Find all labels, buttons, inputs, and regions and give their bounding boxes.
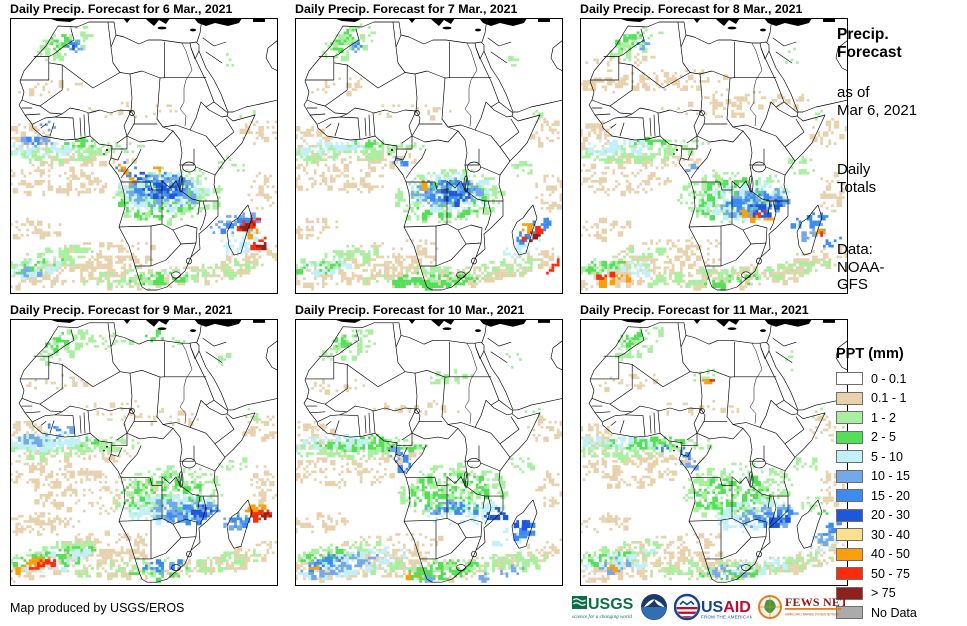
legend-label: 40 - 50 <box>871 547 910 562</box>
legend-row: 10 - 15 <box>836 467 964 487</box>
africa-precip-map <box>295 18 563 294</box>
map-panel-3: Daily Precip. Forecast for 8 Mar., 2021 <box>580 2 848 294</box>
usaid-wordmark-us: US <box>701 599 724 616</box>
legend-row: No Data <box>836 603 964 623</box>
legend-swatch <box>836 547 863 561</box>
usgs-wave-icon <box>572 596 587 609</box>
asof-label: as of <box>837 84 870 101</box>
usaid-tagline: FROM THE AMERICAN PEOPLE <box>701 615 752 620</box>
legend-swatch <box>836 606 863 620</box>
legend-row: > 75 <box>836 584 964 604</box>
legend-swatch <box>836 508 863 522</box>
usgs-tagline: science for a changing world <box>572 613 632 620</box>
legend-title: PPT (mm) <box>836 346 904 362</box>
legend-label: > 75 <box>871 586 896 601</box>
legend-label: 50 - 75 <box>871 566 910 581</box>
africa-precip-map <box>10 18 278 294</box>
legend-swatch <box>836 586 863 600</box>
legend-label: 1 - 2 <box>871 410 897 425</box>
legend-rows: 0 - 0.1 0.1 - 1 1 - 2 2 - 5 5 - 10 10 - 15 15 … <box>836 369 964 623</box>
map-panel-4: Daily Precip. Forecast for 9 Mar., 2021 <box>10 303 278 586</box>
legend-row: 0.1 - 1 <box>836 389 964 409</box>
panel-title: Daily Precip. Forecast for 6 Mar., 2021 <box>10 2 233 16</box>
legend-row: 50 - 75 <box>836 564 964 584</box>
data-source-line2: GFS <box>837 276 868 293</box>
africa-precip-map <box>580 319 848 586</box>
panel-title: Daily Precip. Forecast for 11 Mar., 2021 <box>580 303 809 317</box>
logo-bar: USGS science for a changing world USAID … <box>572 591 845 623</box>
map-panel-1: Daily Precip. Forecast for 6 Mar., 2021 <box>10 2 278 294</box>
panel-title: Daily Precip. Forecast for 7 Mar., 2021 <box>295 2 518 16</box>
legend-label: No Data <box>871 605 917 620</box>
legend-swatch <box>836 469 863 483</box>
panel-title: Daily Precip. Forecast for 9 Mar., 2021 <box>10 303 233 317</box>
sidebar-asof: as of Mar 6, 2021 <box>837 84 963 119</box>
legend-swatch <box>836 450 863 464</box>
usaid-wordmark-aid: AID <box>723 599 751 616</box>
legend-label: 15 - 20 <box>871 488 910 503</box>
sidebar-title-line2: Forecast <box>837 44 902 61</box>
legend-row: 5 - 10 <box>836 447 964 467</box>
noaa-seagull-icon <box>644 599 665 607</box>
legend-label: 5 - 10 <box>871 449 903 464</box>
panel-title: Daily Precip. Forecast for 8 Mar., 2021 <box>580 2 803 16</box>
precip-raster <box>11 26 277 291</box>
precip-raster <box>296 23 562 291</box>
sidebar-datasource: Data: NOAA- GFS <box>837 241 963 294</box>
legend-row: 20 - 30 <box>836 506 964 526</box>
africa-precip-map <box>10 319 278 586</box>
fewsnet-logo: FEWS NET FAMINE EARLY WARNING SYSTEMS NE… <box>758 595 845 619</box>
legend-swatch <box>836 430 863 444</box>
legend-swatch <box>836 528 863 542</box>
legend: PPT (mm) 0 - 0.1 0.1 - 1 1 - 2 2 - 5 5 - 10 1… <box>836 346 964 623</box>
legend-row: 40 - 50 <box>836 545 964 565</box>
legend-row: 30 - 40 <box>836 525 964 545</box>
legend-swatch <box>836 567 863 581</box>
data-label: Data: <box>837 241 873 258</box>
panel-title: Daily Precip. Forecast for 10 Mar., 2021 <box>295 303 525 317</box>
legend-row: 1 - 2 <box>836 408 964 428</box>
legend-label: 10 - 15 <box>871 469 910 484</box>
legend-swatch <box>836 391 863 405</box>
sidebar-title: Precip. Forecast <box>837 26 963 62</box>
africa-precip-map <box>295 319 563 586</box>
fews-wordmark: FEWS NET <box>785 595 845 609</box>
precip-raster <box>581 26 847 291</box>
usaid-logo: USAID FROM THE AMERICAN PEOPLE <box>674 593 752 621</box>
map-panel-6: Daily Precip. Forecast for 11 Mar., 2021 <box>580 303 848 586</box>
totals-line1: Daily <box>837 161 871 178</box>
fews-tagline: FAMINE EARLY WARNING SYSTEMS NETWORK <box>785 613 840 617</box>
legend-swatch <box>836 372 863 386</box>
usgs-wordmark: USGS <box>588 596 634 613</box>
precip-raster <box>296 329 562 583</box>
legend-swatch <box>836 489 863 503</box>
data-source-line1: NOAA- <box>837 258 885 276</box>
totals-line2: Totals <box>837 178 877 196</box>
legend-row: 15 - 20 <box>836 486 964 506</box>
legend-swatch <box>836 411 863 425</box>
map-credit: Map produced by USGS/EROS <box>10 601 185 615</box>
legend-label: 2 - 5 <box>871 430 897 445</box>
sidebar-totals: Daily Totals <box>837 161 963 196</box>
legend-label: 0 - 0.1 <box>871 371 907 386</box>
precip-raster <box>11 329 277 583</box>
precip-raster <box>581 326 847 583</box>
map-panel-2: Daily Precip. Forecast for 7 Mar., 2021 <box>295 2 563 294</box>
africa-precip-map <box>580 18 848 294</box>
legend-label: 20 - 30 <box>871 508 910 523</box>
usaid-shield-icon <box>676 600 698 618</box>
legend-row: 2 - 5 <box>836 428 964 448</box>
legend-row: 0 - 0.1 <box>836 369 964 389</box>
noaa-logo <box>641 594 667 620</box>
legend-label: 0.1 - 1 <box>871 391 907 406</box>
map-panel-5: Daily Precip. Forecast for 10 Mar., 2021 <box>295 303 563 586</box>
sidebar-title-line1: Precip. <box>837 26 889 43</box>
legend-label: 30 - 40 <box>871 527 910 542</box>
usgs-logo: USGS science for a changing world <box>572 596 634 620</box>
asof-date: Mar 6, 2021 <box>837 101 918 119</box>
